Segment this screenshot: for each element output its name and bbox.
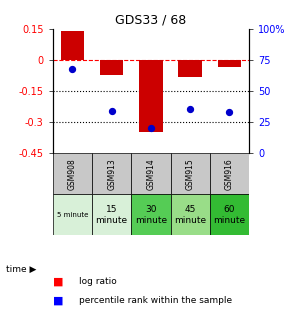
Bar — [92, 194, 131, 235]
Bar — [178, 60, 202, 77]
Point — [70, 66, 75, 72]
Point — [188, 106, 193, 111]
Text: GSM913: GSM913 — [107, 158, 116, 190]
Point — [227, 110, 232, 115]
Bar — [171, 194, 210, 235]
Text: percentile rank within the sample: percentile rank within the sample — [79, 296, 232, 305]
Bar — [53, 194, 92, 235]
Text: GSM916: GSM916 — [225, 158, 234, 190]
Bar — [210, 153, 249, 194]
Bar — [92, 153, 131, 194]
Text: 15
minute: 15 minute — [96, 205, 128, 225]
Text: ■: ■ — [53, 276, 63, 286]
Bar — [61, 31, 84, 60]
Bar — [139, 60, 163, 132]
Text: 45
minute: 45 minute — [174, 205, 206, 225]
Point — [109, 108, 114, 113]
Bar — [100, 60, 123, 75]
Text: GSM914: GSM914 — [146, 158, 155, 190]
Text: 30
minute: 30 minute — [135, 205, 167, 225]
Title: GDS33 / 68: GDS33 / 68 — [115, 14, 187, 27]
Text: ■: ■ — [53, 296, 63, 306]
Text: GSM908: GSM908 — [68, 158, 77, 190]
Text: 60
minute: 60 minute — [213, 205, 246, 225]
Bar — [210, 194, 249, 235]
Bar — [171, 153, 210, 194]
Bar — [131, 194, 171, 235]
Text: log ratio: log ratio — [79, 277, 117, 286]
Bar — [131, 153, 171, 194]
Text: GSM915: GSM915 — [186, 158, 195, 190]
Point — [149, 126, 153, 131]
Text: time ▶: time ▶ — [6, 265, 36, 274]
Bar — [218, 60, 241, 66]
Bar — [53, 153, 92, 194]
Text: 5 minute: 5 minute — [57, 212, 88, 218]
